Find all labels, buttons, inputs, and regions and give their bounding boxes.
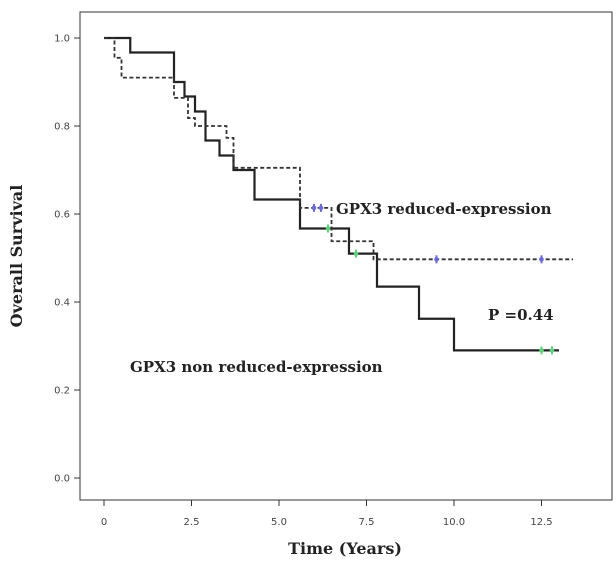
censor-point — [539, 348, 544, 353]
x-tick-label: 5.0 — [271, 517, 287, 528]
x-tick-label: 0 — [101, 517, 107, 528]
y-axis: 0.0 0.2 0.4 0.6 0.8 1.0 — [54, 34, 80, 485]
series-line-reduced-expression — [104, 37, 573, 261]
y-tick-label: 0.6 — [54, 210, 70, 221]
y-axis-title: Overall Survival — [7, 185, 26, 328]
y-tick-label: 0.2 — [54, 386, 70, 397]
x-tick-label: 10.0 — [443, 517, 465, 528]
plot-frame — [79, 11, 613, 501]
censor-point — [325, 226, 331, 231]
series-line-non-reduced-expression — [104, 36, 559, 352]
y-tick-label: 0.4 — [54, 298, 70, 309]
censor-point — [311, 205, 317, 211]
censor-marks — [311, 203, 555, 355]
x-axis: 0 2.5 5.0 7.5 10.0 12.5 — [101, 500, 553, 528]
censor-point — [434, 257, 439, 262]
censor-point — [353, 251, 359, 256]
x-tick-label: 2.5 — [184, 517, 200, 528]
annotation-non-reduced-expression: GPX3 non reduced-expression — [130, 358, 383, 376]
censor-point — [539, 257, 544, 262]
censor-point — [549, 348, 555, 353]
annotation-reduced-expression: GPX3 reduced-expression — [336, 200, 552, 218]
y-tick-label: 1.0 — [54, 34, 70, 45]
y-tick-label: 0.8 — [54, 122, 70, 133]
survival-curves — [104, 36, 573, 352]
y-tick-label: 0.0 — [54, 474, 70, 485]
x-tick-label: 7.5 — [359, 517, 375, 528]
x-tick-label: 12.5 — [530, 517, 552, 528]
censor-point — [318, 205, 324, 211]
annotation-p-value: P =0.44 — [488, 306, 554, 324]
x-axis-title: Time (Years) — [288, 539, 402, 558]
